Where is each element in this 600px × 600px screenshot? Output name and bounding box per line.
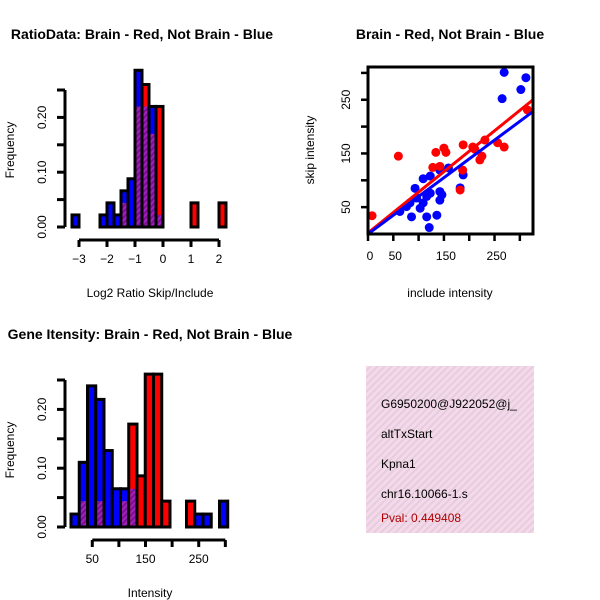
x-tick-label: 50 [86,552,100,566]
histogram-bar-brain [151,372,164,529]
y-tick-label: 150 [339,143,353,163]
y-tick-label: 50 [339,200,353,214]
y-tick-label: 0.20 [35,105,49,129]
x-tick-label: 0 [367,249,374,263]
x-tick-label: 250 [487,249,507,263]
scatter-point-not-brain [407,212,417,222]
y-tick-label: 0.20 [35,397,49,421]
histogram-bar-overlap [157,214,162,226]
x-tick-label: 150 [436,249,456,263]
x-tick-label: 1 [188,252,195,266]
histogram-bar-overlap [121,501,128,526]
scatter-point-not-brain [422,212,432,222]
scatter-point-brain [458,140,468,150]
x-tick-label: 50 [389,249,403,263]
scatter-point-brain [458,165,468,175]
scatter-point-not-brain [418,174,428,184]
scatter-x-label: include intensity [407,286,492,300]
ratio-x-label: Log2 Ratio Skip/Include [87,286,214,300]
histogram-bar-overlap [136,106,141,226]
event-id: G6950200@J922052@j_ [381,397,517,411]
ratio-histogram: 0.00 0.10 0.20 −3 −2 −1 0 1 2 [35,68,228,266]
scatter-point-brain [368,211,377,221]
histogram-bar-not-brain [201,512,213,529]
scatter-point-not-brain [410,183,420,193]
histogram-bar-overlap [97,501,103,526]
y-tick-label: 0.10 [35,456,49,480]
histogram-bar-brain [217,201,228,229]
y-tick-label: 0.00 [35,515,49,539]
regression-line-brain [368,98,533,234]
scatter-y-label: skip intensity [303,116,317,185]
gene-name: Kpna1 [381,457,416,471]
plot-area [368,67,533,234]
histogram-bar-overlap [143,106,148,226]
x-tick-label: 150 [135,552,155,566]
regression-line-not-brain [368,110,533,234]
intensity-y-label: Frequency [3,422,17,479]
scatter-point-brain [477,151,487,161]
scatter-point-not-brain [499,67,509,77]
scatter-point-brain [431,147,441,157]
histogram-bar-overlap [80,501,86,526]
intensity-histogram: 0.00 0.10 0.20 50 150 250 [35,372,230,566]
pval-text: Pval: 0.449408 [381,511,461,525]
scatter-point-not-brain [425,171,435,181]
genomic-location: chr16.10066-1.s [381,487,468,501]
histogram-bar-overlap [122,202,127,226]
x-tick-label: −2 [100,252,114,266]
event-type: altTxStart [381,427,433,441]
x-tick-label: −3 [72,252,86,266]
intensity-x-label: Intensity [128,586,173,600]
x-tick-label: −1 [128,252,142,266]
histogram-bar-brain [154,104,165,229]
scatter-point-not-brain [432,210,442,220]
plot-frame [366,65,535,236]
intensity-histogram-title: Gene Itensity: Brain - Red, Not Brain - … [8,326,293,342]
scatter-point-not-brain [516,85,526,95]
scatter-point-brain [455,185,465,195]
intensity-scatter: 0 50 150 250 50 150 250 [339,65,535,263]
histogram-bar-not-brain [70,213,81,229]
y-tick-label: 250 [339,89,353,109]
y-tick-label: 0.00 [35,215,49,239]
scatter-point-brain [441,147,451,157]
info-box-background [366,366,534,533]
x-tick-label: 0 [160,252,167,266]
histogram-bar-overlap [130,488,136,526]
scatter-point-not-brain [422,191,432,201]
scatter-point-brain [499,142,509,152]
ratio-histogram-title: RatioData: Brain - Red, Not Brain - Blue [11,26,273,42]
x-tick-label: 2 [216,252,223,266]
histogram-bar-not-brain [217,499,230,529]
scatter-point-not-brain [521,73,531,83]
scatter-point-brain [393,151,403,161]
ratio-y-label: Frequency [3,122,17,179]
scatter-point-not-brain [497,94,507,104]
scatter-point-not-brain [424,223,434,233]
histogram-bar-overlap [150,133,155,226]
histogram-bar-brain [160,499,172,529]
y-tick-label: 0.10 [35,160,49,184]
scatter-point-brain [435,161,445,171]
scatter-point-brain [428,162,438,172]
x-tick-label: 250 [189,552,209,566]
scatter-title: Brain - Red, Not Brain - Blue [356,26,544,42]
histogram-bar-brain [189,201,200,229]
event-info-box: G6950200@J922052@j_ altTxStart Kpna1 chr… [366,366,534,533]
scatter-point-not-brain [435,195,445,205]
